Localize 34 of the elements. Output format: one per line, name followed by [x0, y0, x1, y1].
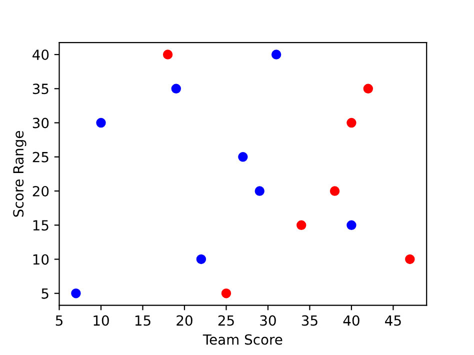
point	[171, 84, 181, 94]
point	[71, 288, 81, 298]
x-tick-label: 20	[176, 315, 192, 326]
point	[162, 50, 173, 60]
point	[271, 50, 282, 60]
point	[238, 152, 248, 162]
y-tick-label: 25	[32, 152, 48, 162]
point	[96, 118, 106, 128]
y-tick-label: 5	[42, 288, 48, 299]
point	[196, 254, 206, 264]
y-tick-label: 35	[32, 84, 48, 94]
x-axis-title: Team Score	[202, 334, 282, 345]
y-axis-title: Score Range	[13, 131, 26, 217]
x-tick-label: 35	[302, 315, 318, 326]
x-tick-label: 5	[56, 315, 62, 326]
point	[221, 288, 232, 298]
x-tick-label: 30	[260, 315, 276, 326]
x-tick-label: 25	[218, 315, 234, 326]
x-tick-label: 40	[343, 315, 360, 326]
point	[405, 254, 415, 264]
y-tick-label: 15	[33, 220, 48, 231]
y-tick-label: 20	[32, 186, 49, 196]
point	[330, 186, 340, 196]
x-tick-label: 15	[135, 315, 150, 326]
point	[363, 84, 374, 94]
point	[254, 186, 264, 196]
x-tick-label: 45	[385, 315, 401, 326]
x-tick-label: 10	[94, 315, 109, 326]
point	[296, 220, 306, 230]
y-tick-label: 30	[32, 118, 49, 128]
point	[346, 220, 356, 230]
y-tick-label: 40	[32, 50, 49, 60]
point	[346, 118, 356, 128]
y-tick-label: 10	[33, 254, 49, 265]
